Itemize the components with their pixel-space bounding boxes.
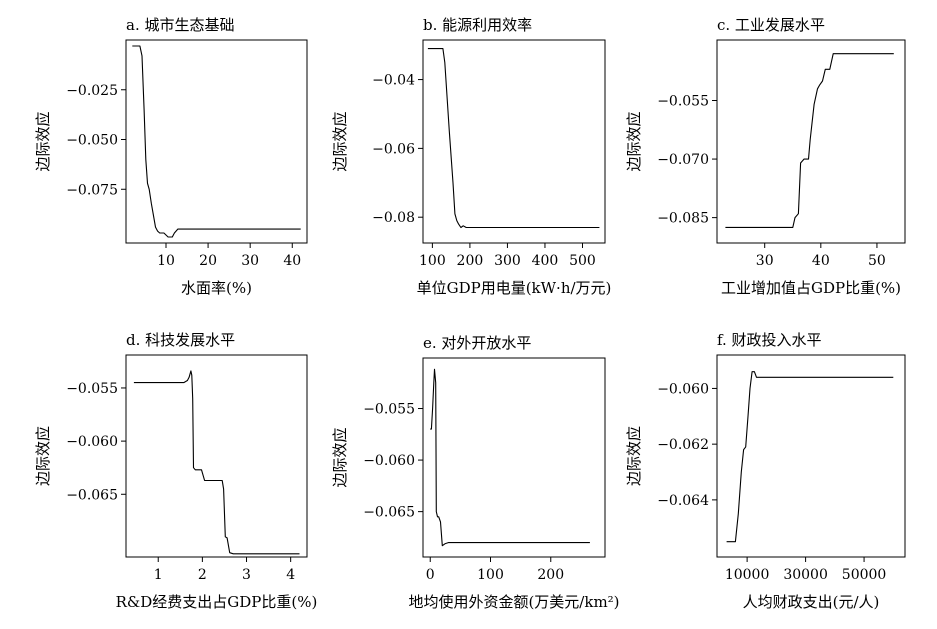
x-axis-label: 单位GDP用电量(kW·h/万元) bbox=[417, 279, 612, 297]
marginal-effect-line bbox=[133, 370, 300, 555]
y-tick-label: −0.055 bbox=[66, 381, 118, 397]
x-tick-label: 200 bbox=[457, 253, 484, 269]
y-tick-label: −0.055 bbox=[657, 94, 709, 110]
x-tick-label: 40 bbox=[283, 253, 301, 269]
x-tick-label: 3 bbox=[242, 567, 251, 583]
x-tick-label: 10000 bbox=[725, 567, 770, 583]
y-tick-label: −0.025 bbox=[66, 83, 118, 99]
y-tick-label: −0.065 bbox=[363, 505, 415, 521]
y-axis-label: 边际效应 bbox=[331, 111, 349, 171]
y-tick-label: −0.070 bbox=[657, 152, 709, 168]
x-axis-label: 工业增加值占GDP比重(%) bbox=[721, 279, 901, 297]
x-tick-label: 1 bbox=[154, 567, 163, 583]
x-tick-label: 30 bbox=[756, 253, 774, 269]
panel-title: e. 对外开放水平 bbox=[423, 334, 531, 352]
x-tick-label: 30 bbox=[241, 253, 259, 269]
marginal-effect-line bbox=[427, 48, 600, 229]
panel-f: f. 财政投入水平 10000 30000 50000 −0.060 −0.062 −0.0… bbox=[625, 331, 906, 611]
x-tick-label: 40 bbox=[812, 253, 830, 269]
panel-c: c. 工业发展水平 30 40 50 −0.055 −0.070 −0.085 工业增加值占G… bbox=[625, 16, 906, 297]
x-tick-label: 300 bbox=[494, 253, 521, 269]
y-tick-label: −0.08 bbox=[372, 210, 415, 226]
x-tick-label: 100 bbox=[477, 567, 504, 583]
panel-b: b. 能源利用效率 100 200 300 400 500 −0.04 −0.06 −0.08 单… bbox=[331, 16, 611, 297]
y-tick-label: −0.04 bbox=[372, 73, 415, 89]
y-tick-label: −0.06 bbox=[372, 141, 415, 157]
plot-frame bbox=[716, 39, 906, 244]
x-tick-label: 100 bbox=[419, 253, 446, 269]
x-tick-label: 400 bbox=[532, 253, 559, 269]
x-tick-label: 30000 bbox=[783, 567, 828, 583]
y-axis-label: 边际效应 bbox=[34, 111, 52, 171]
marginal-effect-line bbox=[132, 45, 301, 238]
marginal-effect-line bbox=[725, 53, 894, 228]
x-tick-label: 500 bbox=[569, 253, 596, 269]
panel-title: a. 城市生态基础 bbox=[126, 16, 234, 34]
y-axis-label: 边际效应 bbox=[34, 426, 52, 486]
panel-title: b. 能源利用效率 bbox=[423, 16, 532, 34]
marginal-effect-line bbox=[726, 371, 894, 543]
panel-title: c. 工业发展水平 bbox=[717, 16, 825, 34]
plot-frame bbox=[716, 354, 906, 558]
x-tick-label: 2 bbox=[198, 567, 207, 583]
marginal-effect-line bbox=[430, 368, 590, 547]
y-tick-label: −0.050 bbox=[66, 133, 118, 149]
y-tick-label: −0.064 bbox=[657, 493, 709, 509]
y-tick-label: −0.060 bbox=[66, 434, 118, 450]
x-tick-label: 4 bbox=[286, 567, 295, 583]
y-tick-label: −0.065 bbox=[66, 487, 118, 503]
y-tick-label: −0.085 bbox=[657, 211, 709, 227]
panel-title: d. 科技发展水平 bbox=[126, 331, 235, 349]
plot-frame bbox=[125, 354, 308, 558]
plot-frame bbox=[125, 39, 308, 244]
x-tick-label: 0 bbox=[426, 567, 435, 583]
plot-frame bbox=[422, 357, 606, 558]
panel-d: d. 科技发展水平 1 2 3 4 −0.055 −0.060 −0.065 R&D经费支出占G… bbox=[34, 331, 317, 611]
y-axis-label: 边际效应 bbox=[331, 427, 349, 487]
x-tick-label: 50 bbox=[868, 253, 886, 269]
panel-e: e. 对外开放水平 0 100 200 −0.055 −0.060 −0.065 地均使用外资… bbox=[331, 334, 620, 611]
y-tick-label: −0.075 bbox=[66, 182, 118, 198]
y-axis-label: 边际效应 bbox=[625, 111, 643, 171]
y-axis-label: 边际效应 bbox=[625, 426, 643, 486]
panel-title: f. 财政投入水平 bbox=[717, 331, 822, 349]
plot-frame bbox=[422, 39, 606, 244]
x-axis-label: R&D经费支出占GDP比重(%) bbox=[116, 593, 318, 611]
y-tick-label: −0.055 bbox=[363, 402, 415, 418]
y-tick-label: −0.060 bbox=[657, 381, 709, 397]
x-tick-label: 20 bbox=[199, 253, 217, 269]
panel-a: a. 城市生态基础 10 20 30 40 −0.025 −0.050 −0.075 水面率(%… bbox=[34, 16, 308, 297]
x-tick-label: 10 bbox=[157, 253, 175, 269]
x-axis-label: 地均使用外资金额(万美元/km²) bbox=[408, 593, 619, 611]
x-axis-label: 水面率(%) bbox=[181, 279, 252, 297]
x-tick-label: 200 bbox=[537, 567, 564, 583]
x-axis-label: 人均财政支出(元/人) bbox=[743, 593, 880, 611]
x-tick-label: 50000 bbox=[842, 567, 887, 583]
y-tick-label: −0.060 bbox=[363, 453, 415, 469]
y-tick-label: −0.062 bbox=[657, 437, 709, 453]
